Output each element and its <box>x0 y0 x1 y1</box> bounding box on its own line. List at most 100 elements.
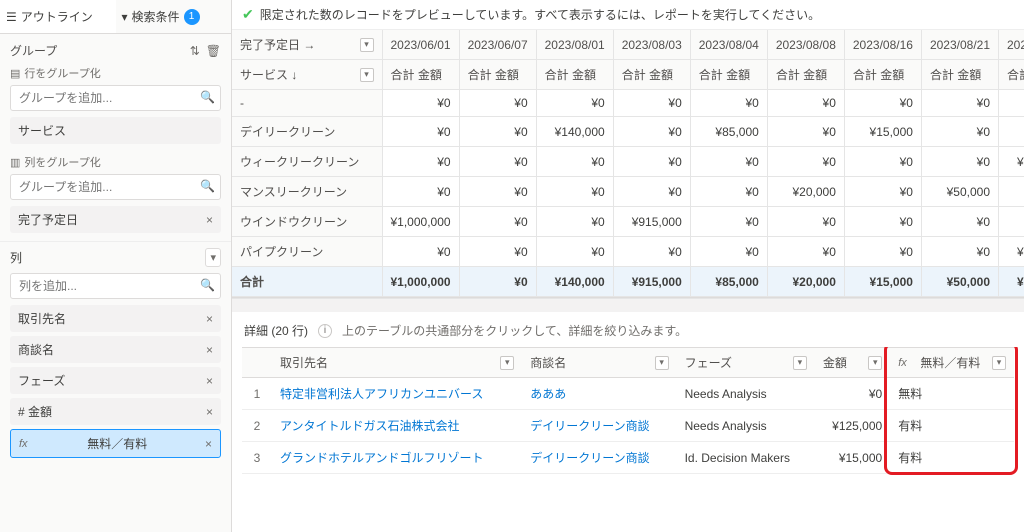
account-cell[interactable]: 特定非営利法人アフリカンユニバース <box>272 378 522 410</box>
account-cell[interactable]: グランドホテルアンドゴルフリゾート <box>272 442 522 474</box>
swap-icon[interactable]: ⇅ <box>190 44 200 58</box>
table-row[interactable]: 2アンタイトルドガス石油株式会社デイリークリーン商談Needs Analysis… <box>242 410 1014 442</box>
close-icon[interactable]: × <box>206 213 213 227</box>
close-icon[interactable]: × <box>206 405 213 419</box>
pivot-cell[interactable]: ¥0 <box>690 177 767 207</box>
pivot-cell[interactable]: ¥0 <box>767 117 844 147</box>
chevron-down-icon[interactable]: ▾ <box>868 356 882 370</box>
close-icon[interactable]: × <box>206 312 213 326</box>
chevron-down-icon[interactable]: ▾ <box>655 356 669 370</box>
columns-dropdown[interactable]: ▾ <box>205 248 221 267</box>
pivot-cell[interactable]: ¥0 <box>536 207 613 237</box>
detail-table-wrap[interactable]: 取引先名▾商談名▾フェーズ▾金額▾fx無料／有料▾1特定非営利法人アフリカンユニ… <box>232 347 1024 484</box>
chevron-down-icon[interactable]: ▾ <box>793 356 807 370</box>
chevron-down-icon[interactable]: ▾ <box>360 68 374 82</box>
pivot-cell[interactable]: ¥0 <box>613 237 690 267</box>
pivot-row-label[interactable]: ウインドウクリーン <box>232 207 382 237</box>
pivot-cell[interactable]: ¥0 <box>921 147 998 177</box>
pivot-cell[interactable]: ¥0 <box>613 147 690 177</box>
pivot-cell[interactable]: ¥0 <box>767 237 844 267</box>
pivot-cell[interactable]: ¥0 <box>844 147 921 177</box>
opp-cell[interactable]: デイリークリーン商談 <box>522 442 676 474</box>
detail-header-cell[interactable]: 商談名▾ <box>522 348 676 378</box>
column-chip[interactable]: fx無料／有料× <box>10 429 221 458</box>
pivot-date-header[interactable]: 2023/08/16 <box>844 30 921 60</box>
account-cell[interactable]: アンタイトルドガス石油株式会社 <box>272 410 522 442</box>
pivot-cell[interactable]: ¥0 <box>536 237 613 267</box>
detail-header-cell[interactable]: 取引先名▾ <box>272 348 522 378</box>
pivot-cell[interactable]: ¥0 <box>921 207 998 237</box>
pivot-date-header[interactable]: 2023/08/03 <box>613 30 690 60</box>
row-chip[interactable]: サービス <box>10 117 221 144</box>
opp-cell[interactable]: デイリークリーン商談 <box>522 410 676 442</box>
pivot-cell[interactable]: ¥0 <box>536 177 613 207</box>
detail-header-cell[interactable]: 金額▾ <box>815 348 890 378</box>
delete-icon[interactable]: 🗑 <box>206 44 221 58</box>
pivot-cell[interactable]: ¥0 <box>690 147 767 177</box>
pivot-cell[interactable]: ¥15,000 <box>844 117 921 147</box>
pivot-cell[interactable]: ¥100,000 <box>999 237 1024 267</box>
pivot-date-header[interactable]: 2023/06/07 <box>459 30 536 60</box>
pivot-cell[interactable]: ¥0 <box>844 207 921 237</box>
pivot-cell[interactable]: ¥0 <box>999 207 1024 237</box>
close-icon[interactable]: × <box>206 343 213 357</box>
pivot-cell[interactable]: ¥140,000 <box>536 117 613 147</box>
pivot-cell[interactable]: ¥0 <box>459 147 536 177</box>
pivot-cell[interactable]: ¥0 <box>999 177 1024 207</box>
pivot-cell[interactable]: ¥0 <box>382 147 459 177</box>
pivot-cell[interactable]: ¥0 <box>536 147 613 177</box>
pivot-date-header[interactable]: 2023/08/08 <box>767 30 844 60</box>
pivot-cell[interactable]: ¥0 <box>459 177 536 207</box>
pivot-cell[interactable]: ¥0 <box>613 117 690 147</box>
pivot-table-wrap[interactable]: 完了予定日 →▾2023/06/012023/06/072023/08/0120… <box>232 30 1024 298</box>
col-chip[interactable]: 完了予定日 × <box>10 206 221 233</box>
pivot-date-header[interactable]: 2023/08/01 <box>536 30 613 60</box>
pivot-cell[interactable]: ¥0 <box>459 90 536 117</box>
pivot-date-header[interactable]: 2023/09/07 <box>999 30 1024 60</box>
pivot-cell[interactable]: ¥0 <box>459 207 536 237</box>
pivot-cell[interactable]: ¥0 <box>767 207 844 237</box>
pivot-row-label[interactable]: - <box>232 90 382 117</box>
pivot-cell[interactable]: ¥0 <box>613 90 690 117</box>
pivot-cell[interactable]: ¥0 <box>999 117 1024 147</box>
pivot-cell[interactable]: ¥0 <box>382 237 459 267</box>
pivot-cell[interactable]: ¥0 <box>844 237 921 267</box>
chevron-down-icon[interactable]: ▾ <box>360 38 374 52</box>
pivot-cell[interactable]: ¥0 <box>999 90 1024 117</box>
pivot-cell[interactable]: ¥250,000 <box>999 147 1024 177</box>
pivot-cell[interactable]: ¥0 <box>690 237 767 267</box>
pivot-cell[interactable]: ¥1,000,000 <box>382 207 459 237</box>
detail-header-cell[interactable]: フェーズ▾ <box>677 348 815 378</box>
pivot-cell[interactable]: ¥0 <box>690 207 767 237</box>
columns-input[interactable] <box>10 273 221 299</box>
column-chip[interactable]: # 金額× <box>10 398 221 425</box>
pivot-cell[interactable]: ¥0 <box>382 90 459 117</box>
pivot-cell[interactable]: ¥0 <box>921 90 998 117</box>
pivot-cell[interactable]: ¥50,000 <box>921 177 998 207</box>
pivot-date-header[interactable]: 2023/08/04 <box>690 30 767 60</box>
table-row[interactable]: 1特定非営利法人アフリカンユニバースあああNeeds Analysis¥0無料 <box>242 378 1014 410</box>
pivot-date-header[interactable]: 2023/08/21 <box>921 30 998 60</box>
column-chip[interactable]: 商談名× <box>10 336 221 363</box>
pivot-cell[interactable]: ¥0 <box>459 117 536 147</box>
pivot-cell[interactable]: ¥915,000 <box>613 207 690 237</box>
pivot-cell[interactable]: ¥0 <box>536 90 613 117</box>
pivot-cell[interactable]: ¥20,000 <box>767 177 844 207</box>
pivot-cell[interactable]: ¥0 <box>921 237 998 267</box>
pivot-cell[interactable]: ¥0 <box>613 177 690 207</box>
pivot-cell[interactable]: ¥0 <box>844 177 921 207</box>
close-icon[interactable]: × <box>206 374 213 388</box>
pivot-row-label[interactable]: ウィークリークリーン <box>232 147 382 177</box>
pivot-row-label[interactable]: デイリークリーン <box>232 117 382 147</box>
tab-filters[interactable]: ▾ 検索条件 1 <box>116 0 232 33</box>
pivot-cell[interactable]: ¥0 <box>690 90 767 117</box>
column-chip[interactable]: 取引先名× <box>10 305 221 332</box>
table-row[interactable]: 3グランドホテルアンドゴルフリゾートデイリークリーン商談Id. Decision… <box>242 442 1014 474</box>
close-icon[interactable]: × <box>205 437 212 451</box>
pivot-cell[interactable]: ¥0 <box>767 147 844 177</box>
pivot-date-header[interactable]: 2023/06/01 <box>382 30 459 60</box>
chevron-down-icon[interactable]: ▾ <box>992 356 1006 370</box>
tab-outline[interactable]: ☰ アウトライン <box>0 0 116 33</box>
pivot-cell[interactable]: ¥0 <box>921 117 998 147</box>
horizontal-scrollbar[interactable] <box>232 298 1024 312</box>
